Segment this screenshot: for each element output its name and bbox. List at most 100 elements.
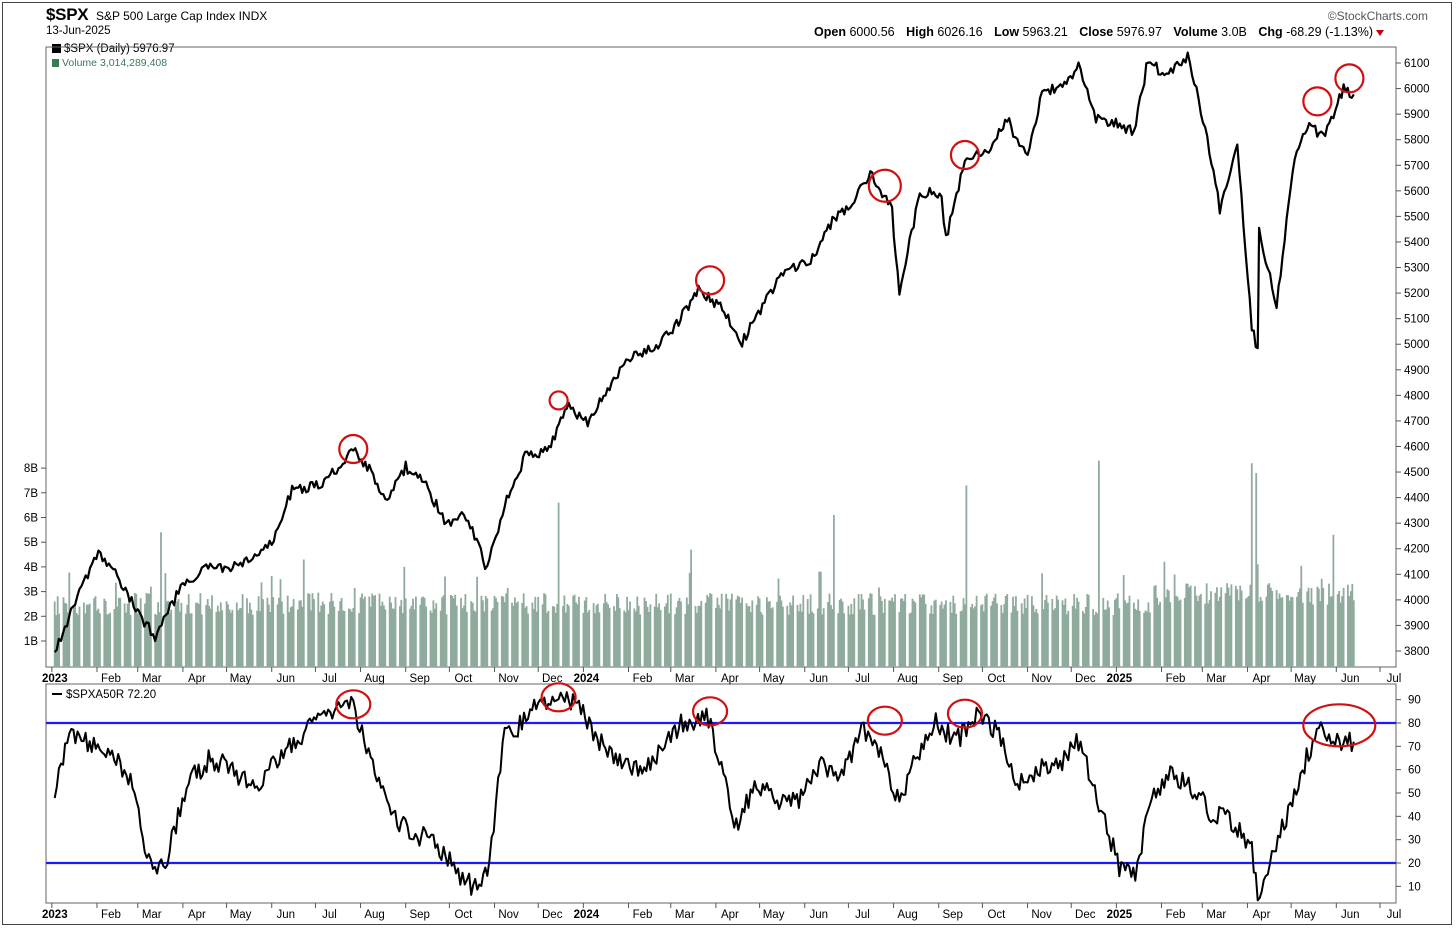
volume-bar bbox=[1128, 595, 1131, 667]
volume-bar bbox=[1312, 604, 1314, 667]
price-x-axis-tick-label: Aug bbox=[364, 673, 384, 685]
volume-bar bbox=[984, 595, 987, 667]
indicator-x-axis-tick-label: Sep bbox=[942, 909, 962, 921]
volume-bar bbox=[738, 596, 741, 667]
price-x-axis-tick-label: Jun bbox=[276, 673, 295, 685]
volume-bar bbox=[1205, 583, 1208, 667]
volume-bar bbox=[789, 602, 792, 667]
volume-bar bbox=[731, 593, 733, 667]
volume-bar bbox=[828, 593, 831, 667]
volume-bar bbox=[786, 605, 789, 667]
volume-bar bbox=[461, 608, 464, 667]
volume-bar bbox=[736, 595, 739, 667]
volume-bar bbox=[634, 611, 637, 667]
volume-bar bbox=[543, 593, 545, 667]
volume-bar bbox=[1134, 608, 1137, 667]
volume-bar bbox=[65, 603, 68, 667]
volume-bar bbox=[251, 614, 254, 667]
volume-bar bbox=[166, 601, 168, 667]
price-x-axis-tick-label: Mar bbox=[142, 673, 162, 685]
volume-bar bbox=[819, 571, 822, 667]
volume-bar bbox=[206, 599, 209, 667]
indicator-x-axis-tick-label: Sep bbox=[409, 909, 429, 921]
indicator-x-axis-tick-label: May bbox=[1294, 909, 1316, 921]
volume-bar bbox=[626, 596, 628, 667]
volume-bar bbox=[292, 599, 295, 667]
volume-bar bbox=[757, 596, 759, 667]
volume-bar bbox=[755, 604, 758, 667]
volume-bar bbox=[576, 604, 579, 667]
volume-bar bbox=[847, 605, 850, 667]
price-x-axis-tick-label: Mar bbox=[675, 673, 695, 685]
volume-bar bbox=[77, 614, 79, 667]
volume-bar bbox=[901, 598, 904, 667]
indicator-x-axis-tick-label: 2024 bbox=[574, 909, 600, 921]
volume-bar bbox=[282, 613, 285, 667]
volume-bar bbox=[1026, 594, 1029, 667]
volume-bar bbox=[401, 613, 404, 667]
volume-bar bbox=[524, 607, 526, 667]
volume-bar bbox=[445, 614, 448, 667]
volume-bar bbox=[1006, 594, 1009, 667]
volume-bar bbox=[1031, 596, 1033, 667]
indicator-x-axis-tick-label: Nov bbox=[1031, 909, 1052, 921]
volume-bar bbox=[189, 613, 192, 667]
volume-bar bbox=[1047, 602, 1049, 667]
volume-bar bbox=[699, 605, 701, 667]
indicator-tick-label: 70 bbox=[1408, 741, 1421, 753]
volume-bar bbox=[393, 608, 395, 667]
volume-bar bbox=[809, 594, 812, 667]
volume-bar bbox=[802, 595, 805, 667]
volume-bar bbox=[300, 600, 302, 667]
volume-bar bbox=[665, 603, 668, 667]
price-tick-label: 6000 bbox=[1404, 84, 1430, 96]
indicator-tick-label: 80 bbox=[1408, 718, 1421, 730]
volume-bar bbox=[361, 593, 363, 667]
volume-bar bbox=[534, 596, 537, 667]
volume-bar bbox=[320, 605, 323, 667]
volume-bar bbox=[1227, 587, 1230, 667]
price-tick-label: 4100 bbox=[1404, 569, 1430, 581]
price-x-axis-tick-label: Oct bbox=[454, 673, 473, 685]
volume-bar bbox=[511, 602, 513, 667]
price-x-axis-tick-label: Jul bbox=[1387, 673, 1402, 685]
volume-bar bbox=[983, 611, 985, 667]
indicator-x-axis-tick-label: Feb bbox=[633, 909, 653, 921]
volume-bar bbox=[1186, 583, 1189, 667]
price-tick-label: 4600 bbox=[1404, 441, 1430, 453]
volume-bar bbox=[1339, 602, 1342, 667]
price-tick-label: 5100 bbox=[1404, 314, 1430, 326]
volume-bar bbox=[174, 605, 177, 667]
volume-bar bbox=[419, 604, 422, 667]
volume-bar bbox=[704, 602, 707, 667]
volume-bar bbox=[659, 610, 662, 667]
volume-bar bbox=[1025, 608, 1027, 667]
volume-bar bbox=[1217, 600, 1220, 667]
volume-bar bbox=[1290, 596, 1292, 667]
price-x-axis-tick-label: Jul bbox=[322, 673, 337, 685]
brand-logo[interactable]: ©StockCharts.com bbox=[1327, 9, 1428, 23]
volume-bar bbox=[450, 595, 452, 667]
indicator-tick-label: 30 bbox=[1408, 835, 1421, 847]
volume-bar bbox=[337, 610, 340, 667]
volume-bar bbox=[170, 609, 173, 667]
indicator-x-axis-tick-label: Apr bbox=[188, 909, 206, 921]
volume-bar bbox=[573, 594, 576, 667]
volume-bar bbox=[1336, 594, 1339, 667]
volume-bar bbox=[990, 605, 992, 667]
volume-bar bbox=[1118, 608, 1121, 667]
volume-bar bbox=[318, 611, 321, 667]
volume-bar bbox=[85, 604, 88, 667]
highlight-circle bbox=[335, 689, 372, 720]
volume-bar bbox=[113, 609, 116, 667]
volume-bar bbox=[1082, 611, 1084, 667]
volume-bar bbox=[126, 603, 129, 667]
volume-bar bbox=[1125, 603, 1128, 667]
volume-bar bbox=[597, 603, 599, 667]
volume-bar bbox=[618, 608, 621, 667]
volume-bar bbox=[383, 605, 385, 667]
volume-bar bbox=[107, 614, 110, 667]
volume-bar bbox=[675, 607, 678, 667]
volume-bar bbox=[833, 515, 835, 667]
